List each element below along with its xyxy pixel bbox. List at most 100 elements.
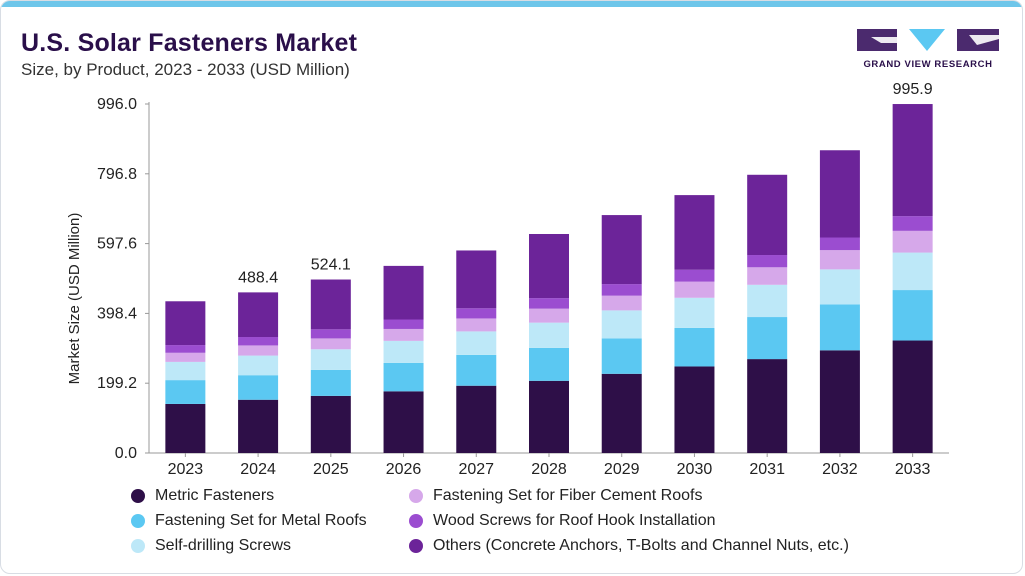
- legend-swatch: [409, 514, 423, 528]
- y-tick-label: 0.0: [115, 445, 137, 462]
- bar-segment-2033-2: [892, 252, 933, 291]
- y-axis-label: Market Size (USD Million): [66, 213, 83, 385]
- bar-segment-2031-2: [747, 284, 788, 318]
- bar-segment-2029-5: [601, 215, 642, 285]
- bar-segment-2031-4: [747, 255, 788, 268]
- bar-segment-2024-2: [238, 355, 279, 376]
- x-tick-label-2029: 2029: [604, 461, 640, 478]
- legend-item: Wood Screws for Roof Hook Installation: [409, 512, 716, 530]
- bar-segment-2024-0: [238, 399, 279, 453]
- bar-segment-2033-5: [892, 104, 933, 217]
- legend-label: Metric Fasteners: [155, 487, 275, 504]
- bar-segment-2023-0: [165, 403, 206, 453]
- bar-segment-2024-5: [238, 292, 279, 338]
- x-tick-label-2026: 2026: [386, 461, 422, 478]
- bar-segment-2026-5: [383, 265, 424, 320]
- x-tick-label-2030: 2030: [677, 461, 713, 478]
- bar-segment-2028-0: [529, 380, 569, 453]
- y-tick-label: 597.6: [97, 236, 137, 253]
- bar-segment-2027-5: [456, 250, 497, 309]
- legend-item: Metric Fasteners: [131, 487, 274, 505]
- bar-segment-2023-1: [165, 380, 206, 404]
- x-tick-label-2031: 2031: [749, 461, 785, 478]
- bar-segment-2029-0: [601, 373, 642, 453]
- data-label-2025: 524.1: [311, 257, 351, 274]
- legend-swatch: [131, 514, 145, 528]
- brand-name: GRAND VIEW RESEARCH: [863, 59, 993, 70]
- chart-subtitle: Size, by Product, 2023 - 2033 (USD Milli…: [21, 60, 350, 79]
- bar-segment-2030-5: [674, 195, 715, 270]
- bar-segment-2032-4: [819, 237, 860, 251]
- legend-swatch: [131, 489, 145, 503]
- y-tick-label: 996.0: [97, 96, 137, 113]
- legend-label: Wood Screws for Roof Hook Installation: [433, 512, 716, 529]
- bar-segment-2029-3: [601, 295, 642, 311]
- bar-segment-2027-4: [456, 308, 497, 319]
- bar-segment-2031-1: [747, 317, 788, 360]
- bar-segment-2030-0: [674, 366, 715, 453]
- bar-segment-2032-5: [819, 150, 860, 238]
- gvr-logo-icon: [857, 29, 999, 51]
- bar-segment-2027-1: [456, 354, 497, 386]
- x-tick-label-2028: 2028: [531, 461, 567, 478]
- bar-segment-2025-2: [310, 349, 351, 370]
- legend-label: Self-drilling Screws: [155, 537, 292, 554]
- x-tick-label-2025: 2025: [313, 461, 349, 478]
- bar-segment-2026-0: [383, 391, 424, 453]
- bar-segment-2030-3: [674, 281, 715, 298]
- bar-segment-2023-5: [165, 301, 206, 346]
- legend-item: Fastening Set for Metal Roofs: [131, 512, 367, 530]
- bar-segment-2023-4: [165, 345, 206, 353]
- bar-segment-2033-3: [892, 230, 933, 253]
- bar-segment-2025-4: [310, 329, 351, 339]
- bar-segment-2028-3: [529, 308, 569, 323]
- legend-label: Others (Concrete Anchors, T-Bolts and Ch…: [433, 537, 849, 554]
- bar-segment-2024-4: [238, 337, 279, 346]
- legend-swatch: [131, 539, 145, 553]
- legend-swatch: [409, 539, 423, 553]
- bar-segment-2028-1: [529, 347, 569, 381]
- y-tick-label: 796.8: [97, 166, 137, 183]
- bar-segment-2030-1: [674, 327, 715, 367]
- bar-segment-2023-2: [165, 361, 206, 381]
- bar-segment-2025-3: [310, 338, 351, 350]
- bar-segment-2023-3: [165, 352, 206, 362]
- x-tick-label-2023: 2023: [168, 461, 204, 478]
- legend-item: Self-drilling Screws: [131, 537, 291, 555]
- bar-segment-2027-0: [456, 385, 497, 453]
- bar-segment-2032-3: [819, 250, 860, 270]
- legend-label: Fastening Set for Fiber Cement Roofs: [433, 487, 703, 504]
- bar-segment-2031-0: [747, 359, 788, 453]
- accent-bar: [1, 1, 1022, 7]
- bar-segment-2028-4: [529, 298, 569, 309]
- bar-segment-2029-1: [601, 338, 642, 374]
- y-tick-label: 199.2: [97, 375, 137, 392]
- bar-segment-2027-2: [456, 331, 497, 355]
- x-tick-label-2032: 2032: [822, 461, 858, 478]
- legend-item: Fastening Set for Fiber Cement Roofs: [409, 487, 702, 505]
- bar-segment-2027-3: [456, 318, 497, 332]
- bar-segment-2031-5: [747, 174, 788, 256]
- bar-segment-2032-2: [819, 269, 860, 305]
- chart-title: U.S. Solar Fasteners Market: [21, 29, 358, 57]
- x-tick-label-2024: 2024: [240, 461, 276, 478]
- legend-label: Fastening Set for Metal Roofs: [155, 512, 367, 529]
- data-label-2024: 488.4: [238, 269, 278, 286]
- bar-segment-2028-5: [529, 233, 569, 299]
- bar-segment-2026-3: [383, 328, 424, 341]
- bar-segment-2026-1: [383, 362, 424, 392]
- bar-segment-2031-3: [747, 267, 788, 285]
- legend-item: Others (Concrete Anchors, T-Bolts and Ch…: [409, 537, 849, 555]
- bar-segment-2032-0: [819, 350, 860, 453]
- y-tick-label: 398.4: [97, 305, 137, 322]
- legend-swatch: [409, 489, 423, 503]
- bar-segment-2025-1: [310, 369, 351, 396]
- bar-segment-2028-2: [529, 322, 569, 348]
- bar-segment-2026-2: [383, 340, 424, 363]
- bar-segment-2029-4: [601, 284, 642, 296]
- bar-segment-2026-4: [383, 319, 424, 329]
- bar-segment-2025-0: [310, 395, 351, 453]
- bar-segment-2030-2: [674, 297, 715, 328]
